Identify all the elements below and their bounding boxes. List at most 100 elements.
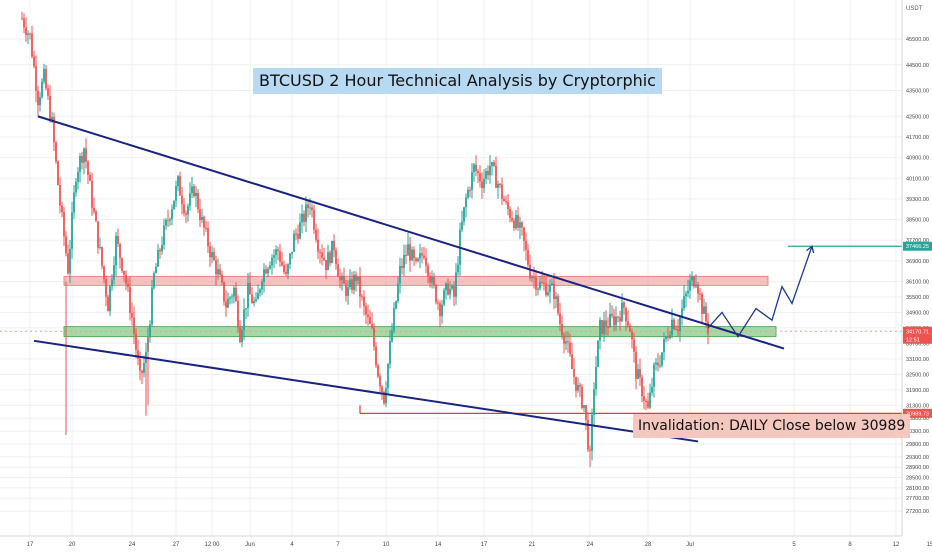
candle-body: [531, 277, 533, 279]
candle-body: [133, 317, 135, 334]
candle-body: [269, 265, 271, 269]
candle-body: [551, 283, 553, 285]
candle-body: [579, 384, 581, 387]
candle-body: [539, 281, 541, 289]
candle-body: [607, 326, 609, 328]
candle-body: [307, 204, 309, 209]
candle-body: [411, 249, 413, 261]
candle-body: [433, 276, 435, 286]
candle-body: [555, 296, 557, 299]
candle-body: [117, 235, 119, 245]
candle-body: [233, 287, 235, 297]
candle-body: [629, 325, 631, 332]
candle-body: [379, 376, 381, 387]
candle-body: [471, 171, 473, 190]
y-tick-label: 36900.00: [906, 259, 929, 265]
candle-body: [503, 198, 505, 202]
candle-body: [387, 363, 389, 389]
candle-body: [427, 265, 429, 277]
candle-body: [277, 249, 279, 252]
candle-body: [395, 301, 397, 309]
y-tick-label: 30800.00: [906, 416, 929, 422]
time-axis-bg: [0, 536, 932, 550]
candle-body: [611, 313, 613, 316]
candle-body: [237, 300, 239, 328]
y-tick-label: 35500.00: [906, 295, 929, 301]
candle-body: [355, 274, 357, 281]
candle-body: [155, 266, 157, 274]
candle-body: [401, 265, 403, 268]
x-tick-label: 8: [848, 542, 852, 548]
x-tick-label: 12:00: [204, 542, 220, 548]
candle-body: [113, 265, 115, 280]
candle-body: [253, 301, 255, 303]
candle-body: [417, 258, 419, 262]
candle-body: [337, 264, 339, 277]
candle-body: [135, 333, 137, 351]
candle-body: [109, 286, 111, 312]
candle-body: [47, 88, 49, 96]
candle-body: [293, 233, 295, 252]
candle-body: [21, 18, 23, 20]
price-marker-bg: [903, 241, 932, 251]
x-tick-label: 20: [69, 542, 76, 548]
candle-body: [525, 240, 527, 250]
y-tick-label: 40100.00: [906, 176, 929, 182]
candle-body: [189, 193, 191, 207]
candle-body: [131, 312, 133, 318]
candle-body: [439, 303, 441, 317]
candle-body: [129, 287, 131, 313]
price-marker-label: 30989.73: [906, 411, 929, 417]
y-tick-label: 31300.00: [906, 403, 929, 409]
candle-body: [665, 336, 667, 340]
candle-body: [569, 342, 571, 355]
candle-body: [369, 316, 371, 324]
candle-body: [287, 264, 289, 274]
candle-body: [153, 273, 155, 288]
candle-body: [653, 364, 655, 387]
candle-body: [247, 282, 249, 309]
candle-body: [473, 164, 475, 172]
candle-body: [443, 290, 445, 305]
candle-body: [125, 274, 127, 284]
candle-body: [101, 247, 103, 267]
candle-body: [157, 249, 159, 267]
candle-body: [371, 323, 373, 328]
candle-body: [647, 401, 649, 408]
candle-body: [499, 183, 501, 185]
candle-body: [565, 341, 567, 344]
candle-body: [571, 354, 573, 370]
candle-body: [143, 363, 145, 373]
candle-body: [317, 239, 319, 252]
x-tick-label: 17: [481, 542, 488, 548]
candle-body: [127, 283, 129, 288]
y-tick-label: 38500.00: [906, 218, 929, 224]
candle-body: [477, 171, 479, 174]
candle-body: [149, 324, 151, 338]
candle-body: [251, 294, 253, 303]
candle-body: [405, 255, 407, 257]
candle-body: [351, 279, 353, 290]
candle-body: [235, 287, 237, 301]
candle-body: [289, 253, 291, 265]
candle-body: [687, 290, 689, 294]
y-tick-label: 43500.00: [906, 89, 929, 95]
candle-body: [141, 370, 143, 373]
candle-body: [61, 205, 63, 212]
candle-body: [57, 161, 59, 185]
candle-body: [151, 287, 153, 325]
candle-body: [185, 213, 187, 215]
candle-body: [227, 298, 229, 308]
x-tick-label: 28: [645, 542, 652, 548]
candle-body: [451, 285, 453, 289]
candle-body: [259, 289, 261, 293]
candle-body: [567, 341, 569, 343]
candle-body: [367, 314, 369, 317]
x-tick-label: Jul: [686, 542, 694, 548]
candle-body: [641, 377, 643, 397]
price-marker-bg: [903, 334, 932, 344]
candle-body: [619, 317, 621, 322]
candle-body: [347, 287, 349, 296]
